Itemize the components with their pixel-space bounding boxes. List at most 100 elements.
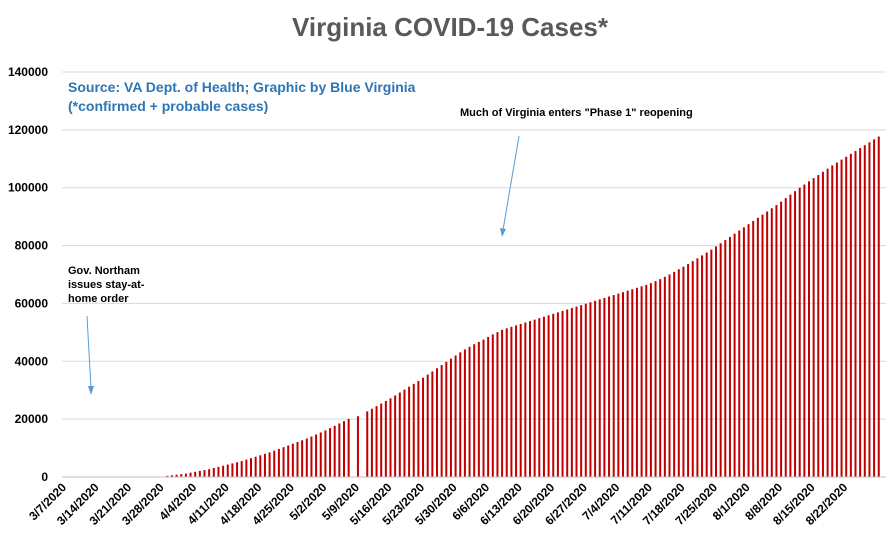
data-bar (208, 469, 211, 477)
data-bar (696, 258, 699, 477)
data-bar (380, 403, 383, 477)
y-tick-label: 80000 (15, 239, 49, 253)
chart-subtitle-line-2: (*confirmed + probable cases) (68, 98, 268, 114)
data-bar (468, 346, 471, 477)
data-bar (794, 191, 797, 477)
data-bar (561, 310, 564, 477)
data-bar (575, 306, 578, 477)
data-bar (175, 474, 178, 477)
data-bar (319, 432, 322, 477)
data-bar (687, 264, 690, 477)
y-tick-label: 60000 (15, 296, 49, 310)
data-bar (394, 395, 397, 477)
data-bar (324, 430, 327, 477)
data-bar (556, 312, 559, 477)
data-bar (403, 389, 406, 477)
data-bar (510, 326, 513, 477)
y-tick-label: 100000 (8, 181, 48, 195)
data-bar (854, 150, 857, 477)
data-bar (608, 296, 611, 477)
data-bar (273, 450, 276, 477)
data-bar (584, 303, 587, 477)
data-bar (659, 279, 662, 477)
annotation-stay-at-home-line-3: home order (68, 293, 129, 305)
data-bar (747, 224, 750, 477)
data-bar (612, 295, 615, 477)
data-bar (682, 266, 685, 477)
data-bar (603, 297, 606, 477)
y-tick-label: 120000 (8, 123, 48, 137)
data-bar (250, 458, 252, 477)
data-bar (501, 329, 504, 477)
data-bar (398, 392, 401, 477)
data-bar (798, 187, 801, 477)
bars (166, 136, 880, 478)
data-bar (329, 428, 332, 477)
y-tick-labels: 0 20000 40000 60000 80000 100000 120000 140000 (8, 65, 48, 484)
data-bar (287, 445, 290, 477)
data-bar (519, 323, 522, 477)
data-bar (849, 153, 852, 477)
data-bar (487, 336, 490, 477)
data-bar (840, 159, 843, 477)
data-bar (277, 448, 280, 477)
data-bar (775, 205, 778, 477)
data-bar (710, 249, 713, 477)
data-bar (863, 145, 866, 477)
data-bar (756, 217, 759, 478)
data-bar (166, 475, 169, 477)
data-bar (622, 292, 624, 477)
data-bar (547, 315, 550, 477)
y-tick-label: 140000 (8, 65, 48, 79)
data-bar (766, 211, 769, 477)
data-bar (268, 452, 271, 477)
data-bar (212, 468, 215, 477)
annotation-stay-at-home-line-1: Gov. Northam (68, 265, 140, 277)
data-bar (538, 318, 541, 477)
data-bar (817, 174, 820, 478)
data-bar (594, 300, 597, 477)
data-bar (505, 328, 508, 477)
data-bar (691, 261, 694, 477)
data-bar (868, 142, 871, 478)
data-bar (203, 470, 206, 477)
data-bar (701, 255, 704, 477)
data-bar (705, 252, 708, 477)
data-bar (719, 243, 722, 477)
annotation-phase1: Much of Virginia enters "Phase 1" reopen… (460, 107, 693, 119)
data-bar (291, 443, 294, 477)
data-bar (645, 284, 648, 477)
data-bar (375, 406, 378, 478)
data-bar (226, 464, 229, 477)
data-bar (649, 283, 652, 477)
data-bar (542, 316, 545, 477)
data-bar (170, 475, 173, 477)
data-bar (640, 286, 643, 477)
data-bar (245, 459, 248, 477)
data-bar (412, 383, 415, 477)
data-bar (449, 358, 452, 477)
data-bar (635, 287, 638, 477)
data-bar (440, 365, 443, 477)
data-bar (515, 325, 518, 477)
annotation-phase1-arrowhead (500, 228, 506, 237)
data-bar (338, 423, 341, 477)
data-bar (589, 302, 592, 477)
x-tick-labels: 3/7/20203/14/20203/21/20203/28/20204/4/2… (26, 480, 850, 528)
data-bar (222, 465, 225, 477)
annotation-phase1-arrow (502, 135, 520, 231)
data-bar (835, 162, 838, 478)
data-bar (417, 380, 420, 477)
chart-subtitle-line-1: Source: VA Dept. of Health; Graphic by B… (68, 79, 416, 95)
gridlines (62, 71, 886, 420)
data-bar (366, 411, 369, 477)
data-bar (282, 447, 285, 477)
data-bar (770, 208, 773, 477)
y-tick-label: 40000 (15, 354, 49, 368)
y-tick-label: 20000 (15, 412, 49, 426)
data-bar (728, 236, 731, 477)
data-bar (180, 474, 183, 477)
data-bar (254, 456, 257, 477)
data-bar (789, 194, 792, 477)
